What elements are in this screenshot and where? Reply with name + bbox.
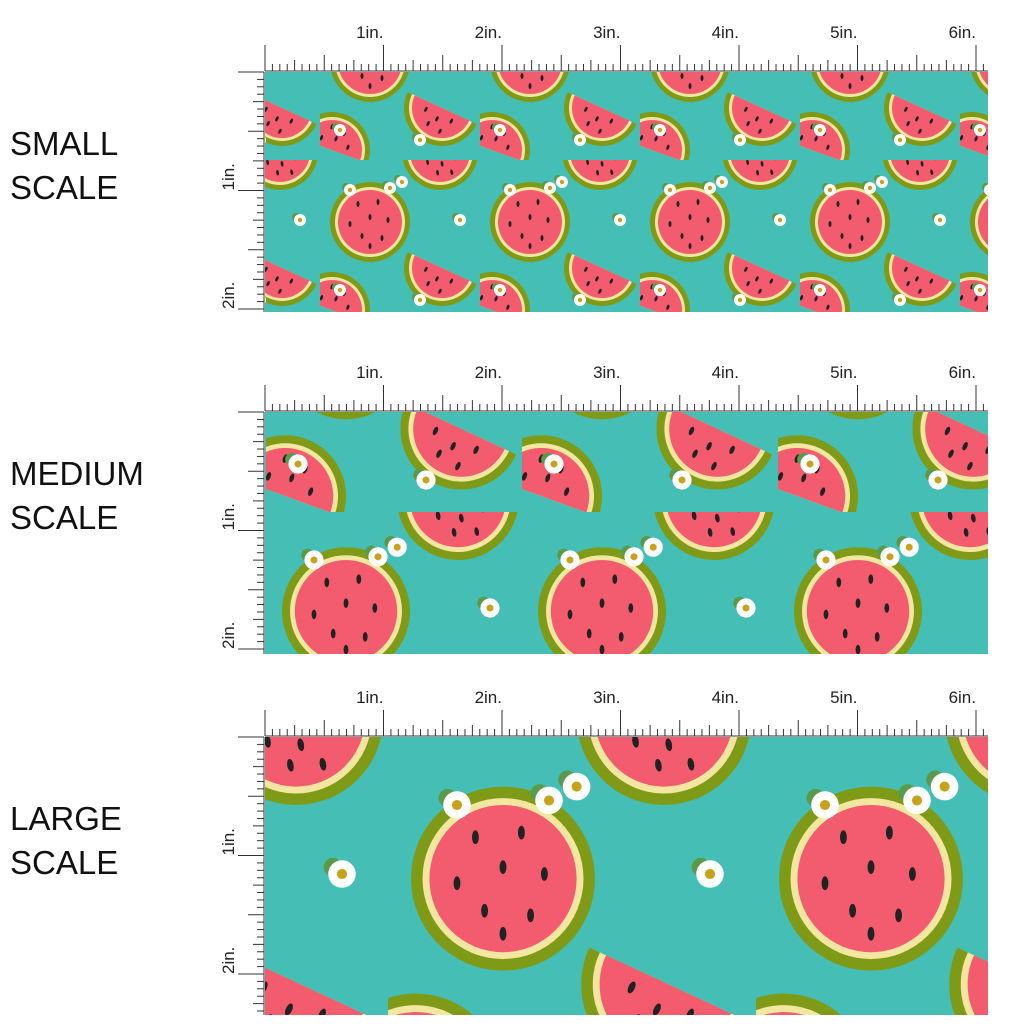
ruler-label: 3in. [593,23,620,42]
ruler-label: 2in. [219,947,238,974]
scale-label: SCALE [10,169,118,206]
ruler-label: 5in. [830,363,857,382]
scale-label: MEDIUM [10,455,144,492]
ruler-label: 5in. [830,23,857,42]
ruler-label: 1in. [356,688,383,707]
fabric-swatch [265,737,988,1015]
ruler-label: 4in. [712,23,739,42]
ruler-label: 6in. [949,363,976,382]
ruler-label: 2in. [475,23,502,42]
ruler-label: 3in. [593,688,620,707]
ruler-label: 2in. [219,282,238,309]
ruler-label: 2in. [475,688,502,707]
scale-label: SMALL [10,125,118,162]
scale-label: SCALE [10,844,118,881]
ruler-label: 6in. [949,688,976,707]
ruler-label: 1in. [219,163,238,190]
ruler-label: 1in. [219,503,238,530]
scale-label: LARGE [10,800,122,837]
ruler-label: 5in. [830,688,857,707]
ruler-label: 6in. [949,23,976,42]
ruler-label: 1in. [219,828,238,855]
ruler-label: 2in. [219,622,238,649]
panel-small [265,72,988,312]
ruler-label: 2in. [475,363,502,382]
ruler-label: 1in. [356,363,383,382]
scale-label: SCALE [10,499,118,536]
fabric-swatch [265,412,988,654]
panel-medium [265,412,988,654]
panel-large [265,737,988,1015]
ruler-label: 4in. [712,688,739,707]
fabric-swatch [265,72,988,312]
ruler-label: 3in. [593,363,620,382]
ruler-label: 1in. [356,23,383,42]
ruler-label: 4in. [712,363,739,382]
